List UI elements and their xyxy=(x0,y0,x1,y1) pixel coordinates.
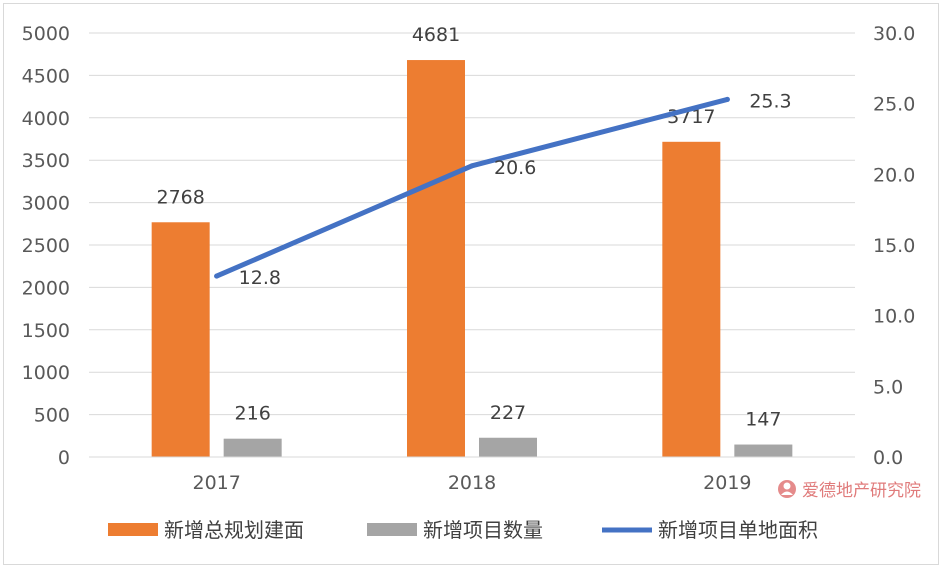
x-axis: 2017 2018 2019 xyxy=(89,456,855,494)
bar xyxy=(151,222,210,457)
right-tick-label: 15.0 xyxy=(873,235,915,257)
left-tick-label: 2500 xyxy=(22,235,70,257)
bar-data-label: 2768 xyxy=(156,186,204,208)
line-point xyxy=(214,273,220,279)
line-data-label: 25.3 xyxy=(749,90,791,112)
right-tick-label: 0.0 xyxy=(873,447,903,469)
left-tick-label: 1000 xyxy=(22,362,70,384)
bar-data-label: 4681 xyxy=(412,24,460,46)
right-tick-label: 25.0 xyxy=(873,94,915,116)
gridlines xyxy=(89,32,855,416)
line-data-label: 20.6 xyxy=(494,157,536,179)
line-point xyxy=(724,96,730,102)
left-tick-label: 1500 xyxy=(22,320,70,342)
right-tick-label: 30.0 xyxy=(873,23,915,45)
right-tick-label: 20.0 xyxy=(873,164,915,186)
x-tick-label: 2017 xyxy=(192,472,240,494)
bar-data-label: 147 xyxy=(745,409,781,431)
bar xyxy=(223,438,282,457)
legend: 新增总规划建面 新增项目数量 新增项目单地面积 xyxy=(108,518,818,542)
left-tick-label: 4000 xyxy=(22,108,70,130)
line-data-label: 12.8 xyxy=(239,267,281,289)
left-tick-label: 0 xyxy=(58,447,70,469)
x-tick-label: 2019 xyxy=(703,472,751,494)
right-tick-label: 10.0 xyxy=(873,306,915,328)
right-tick-label: 5.0 xyxy=(873,376,903,398)
bar-data-label: 227 xyxy=(490,402,526,424)
bar xyxy=(479,437,537,457)
legend-label: 新增项目单地面积 xyxy=(658,518,818,542)
x-tick-label: 2018 xyxy=(448,472,496,494)
legend-swatch xyxy=(108,523,158,536)
legend-swatch xyxy=(367,523,417,536)
line-series: 12.8 20.6 25.3 xyxy=(214,90,792,289)
left-tick-label: 3500 xyxy=(22,150,70,172)
left-tick-label: 4500 xyxy=(22,65,70,87)
line-path xyxy=(214,96,730,279)
left-axis: 0 500 1000 1500 2000 2500 3000 3500 4000 4500 5000 xyxy=(22,23,70,469)
line-point xyxy=(469,163,475,169)
right-axis: 0.0 5.0 10.0 15.0 20.0 25.0 30.0 xyxy=(873,23,915,469)
chart-frame xyxy=(3,3,939,565)
left-tick-label: 500 xyxy=(34,405,70,427)
bar xyxy=(407,60,465,457)
legend-label: 新增总规划建面 xyxy=(164,518,304,542)
watermark-text: 爱德地产研究院 xyxy=(802,481,921,501)
left-tick-label: 3000 xyxy=(22,193,70,215)
bar-data-label: 216 xyxy=(235,403,271,425)
left-tick-label: 2000 xyxy=(22,277,70,299)
bar xyxy=(662,141,721,457)
bar xyxy=(734,444,793,457)
watermark: 爱德地产研究院 xyxy=(778,480,921,501)
logo-icon xyxy=(778,480,796,498)
legend-label: 新增项目数量 xyxy=(423,518,543,542)
left-tick-label: 5000 xyxy=(22,23,70,45)
